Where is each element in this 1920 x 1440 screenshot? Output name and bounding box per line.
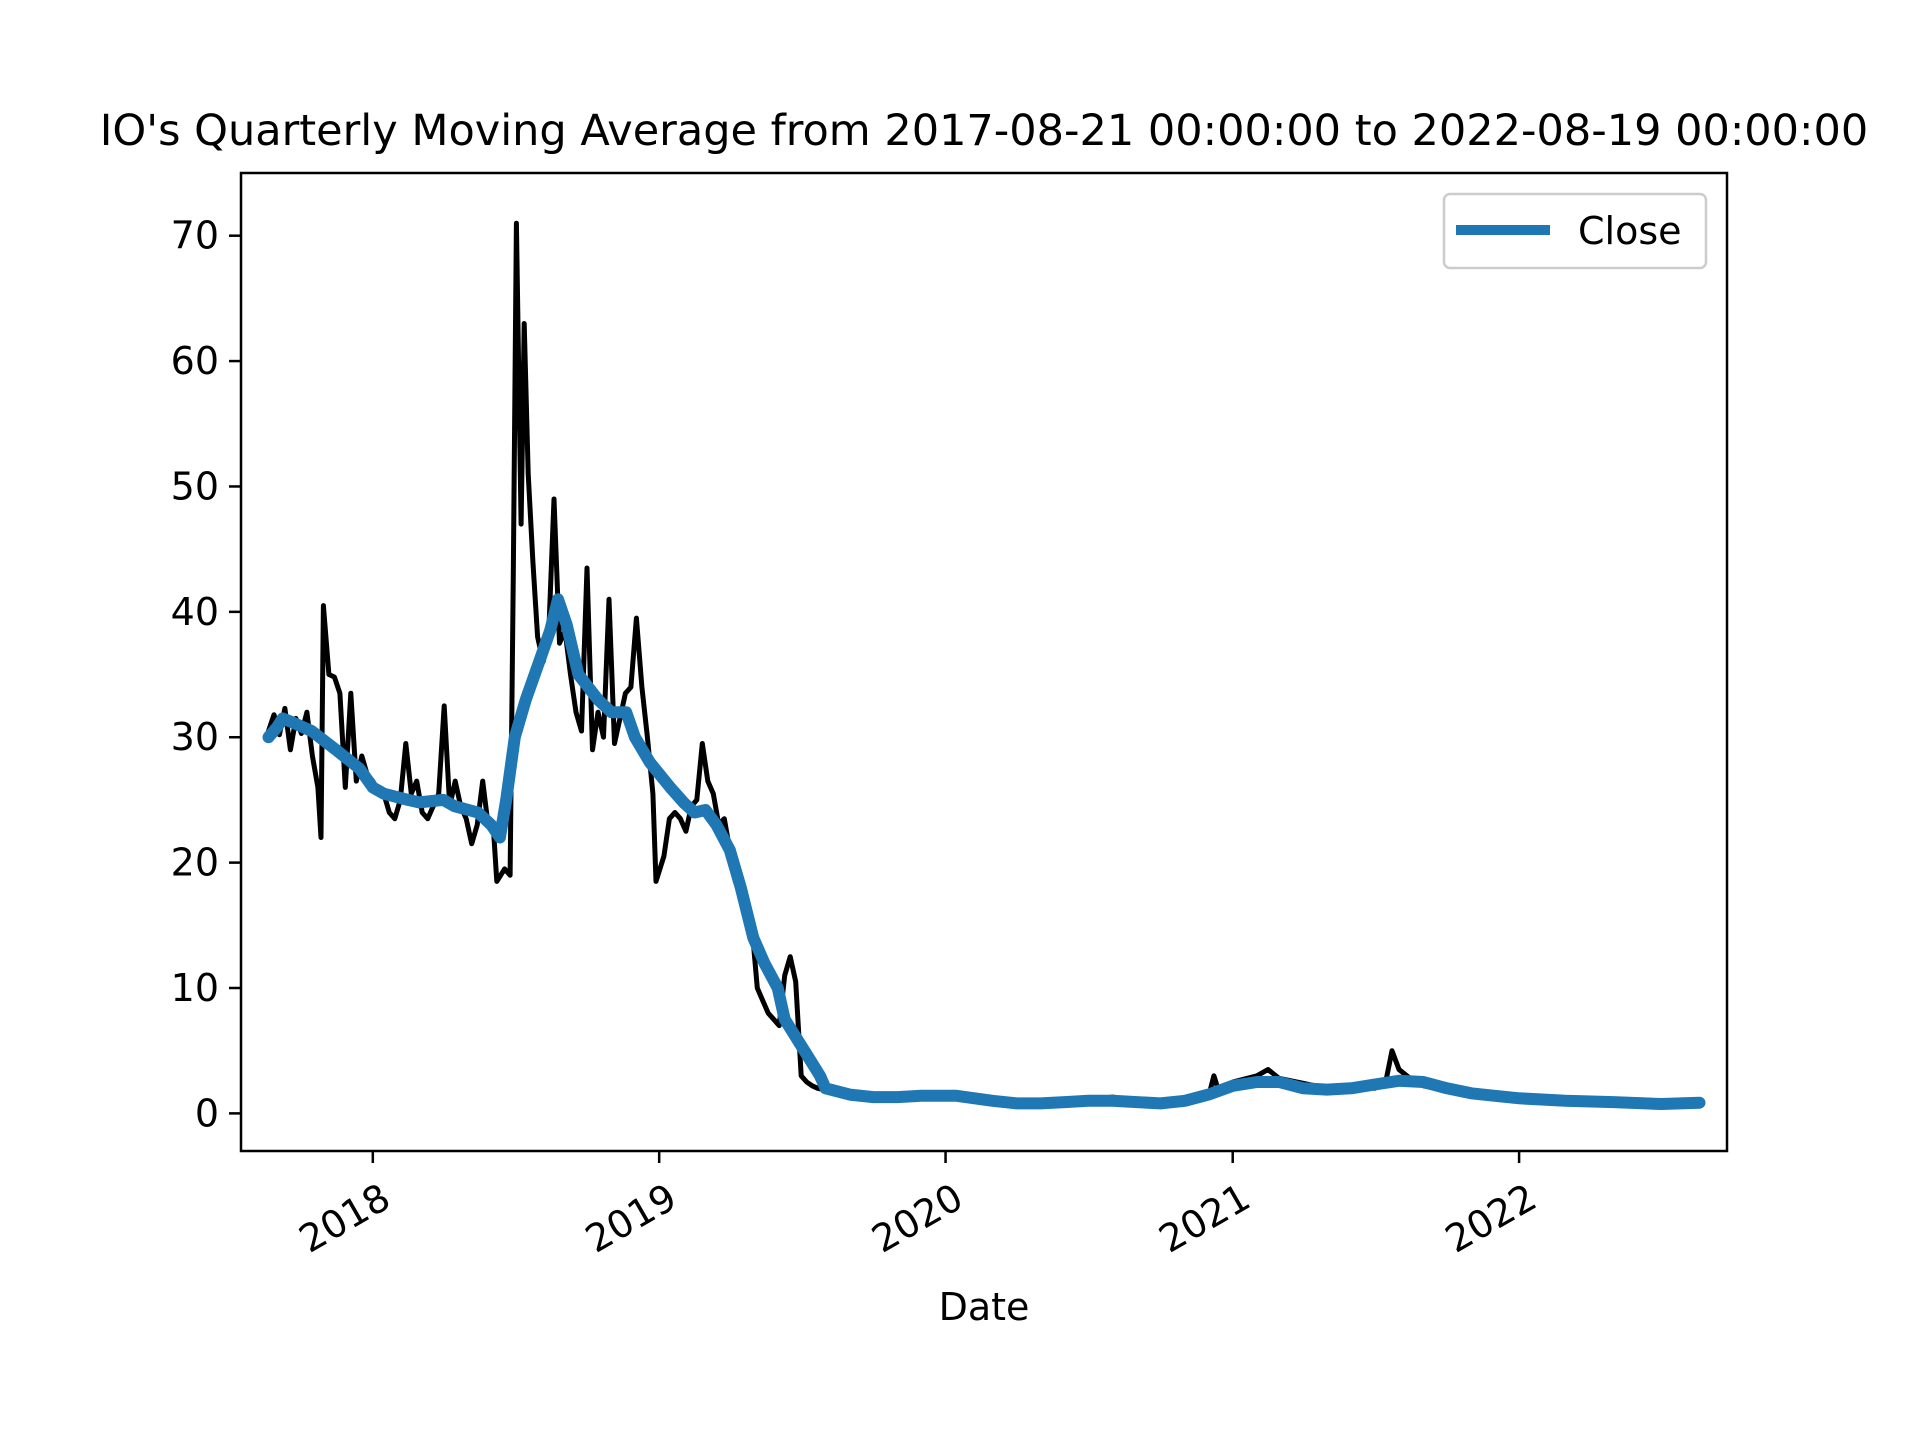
y-tick-label-30: 30 <box>171 715 219 759</box>
plot-frame <box>239 171 1729 1153</box>
x-tick-label-2019: 2019 <box>578 1175 684 1261</box>
chart-title: IO's Quarterly Moving Average from 2017-… <box>100 106 1868 156</box>
y-tick-label-50: 50 <box>171 464 219 508</box>
y-tick-label-10: 10 <box>171 966 219 1010</box>
y-tick-label-40: 40 <box>171 590 219 634</box>
series-layer <box>262 220 1706 1110</box>
legend-label-close: Close <box>1578 209 1682 253</box>
x-axis: 2018 2019 2020 2021 2022 <box>292 1151 1544 1261</box>
series-line-price-0 <box>266 220 1450 1108</box>
x-tick-label-2020: 2020 <box>864 1175 970 1261</box>
y-tick-label-70: 70 <box>171 214 219 258</box>
series-line-close <box>262 593 1706 1110</box>
x-tick-label-2022: 2022 <box>1438 1175 1544 1261</box>
y-tick-label-0: 0 <box>195 1091 219 1135</box>
y-tick-label-60: 60 <box>171 339 219 383</box>
x-tick-label-2018: 2018 <box>292 1175 398 1261</box>
x-tick-label-2021: 2021 <box>1152 1175 1258 1261</box>
legend: Close <box>1442 192 1708 270</box>
legend-box <box>1442 192 1708 270</box>
x-axis-label: Date <box>939 1285 1030 1329</box>
y-axis: 0 10 20 30 40 50 60 70 <box>171 214 241 1135</box>
y-tick-label-20: 20 <box>171 841 219 885</box>
